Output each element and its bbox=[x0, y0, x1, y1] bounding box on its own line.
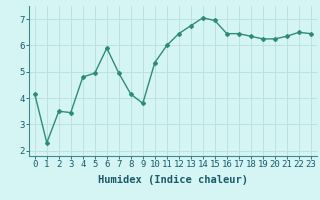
X-axis label: Humidex (Indice chaleur): Humidex (Indice chaleur) bbox=[98, 175, 248, 185]
